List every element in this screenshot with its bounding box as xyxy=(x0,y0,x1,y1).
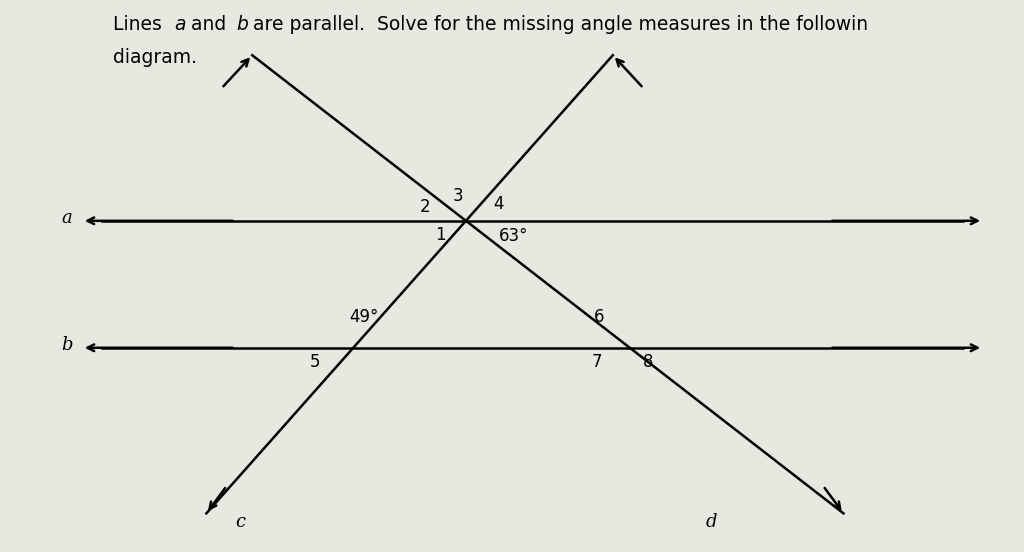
Text: b: b xyxy=(237,15,248,34)
Text: 4: 4 xyxy=(494,195,504,213)
Text: 1: 1 xyxy=(435,226,445,243)
Text: 8: 8 xyxy=(643,353,653,370)
Text: 7: 7 xyxy=(592,353,602,370)
Text: c: c xyxy=(236,513,246,530)
Text: d: d xyxy=(706,513,718,530)
Text: 5: 5 xyxy=(310,353,321,370)
Text: and: and xyxy=(184,15,232,34)
Text: 3: 3 xyxy=(453,187,463,205)
Text: diagram.: diagram. xyxy=(113,49,197,67)
Text: 2: 2 xyxy=(420,198,430,216)
Text: Lines: Lines xyxy=(113,15,168,34)
Text: 49°: 49° xyxy=(349,309,378,326)
Text: are parallel.  Solve for the missing angle measures in the followin: are parallel. Solve for the missing angl… xyxy=(247,15,867,34)
Text: b: b xyxy=(60,336,73,354)
Text: 6: 6 xyxy=(594,309,604,326)
Text: a: a xyxy=(174,15,186,34)
Text: 63°: 63° xyxy=(500,227,528,245)
Text: a: a xyxy=(61,209,72,227)
